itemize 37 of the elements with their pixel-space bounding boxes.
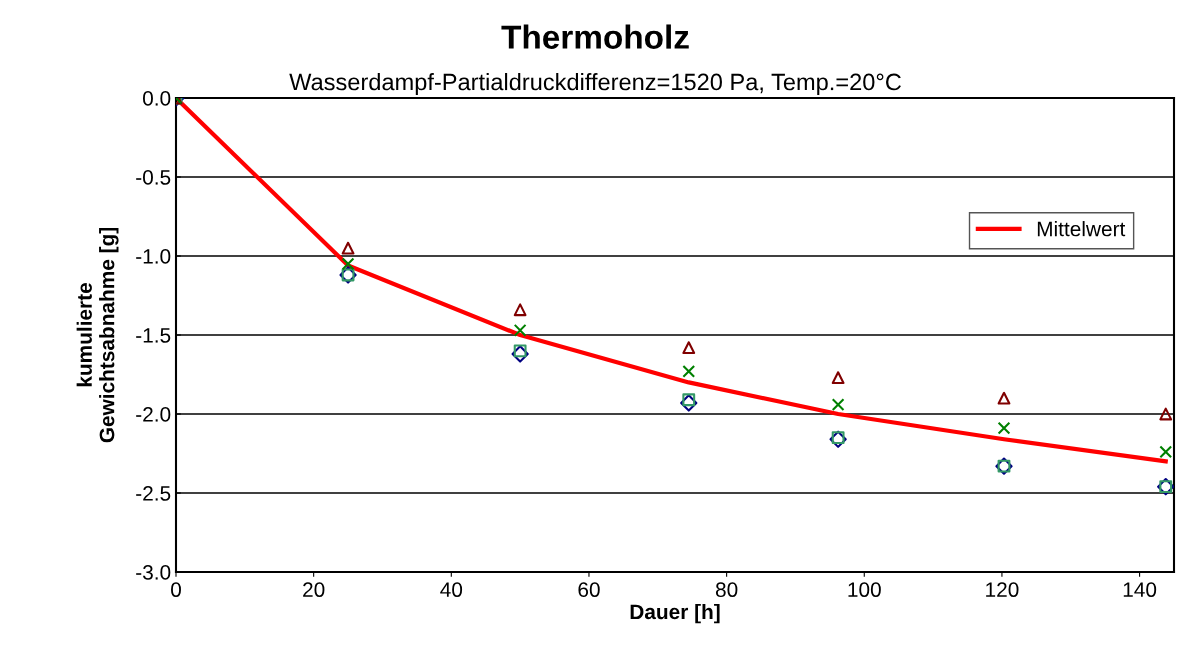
x-tick-label: 100 bbox=[848, 582, 881, 598]
x-tick-label: 80 bbox=[715, 582, 738, 598]
x-tick-label: 140 bbox=[1123, 582, 1157, 598]
point bbox=[513, 303, 527, 317]
x-tick-label: 60 bbox=[578, 582, 600, 598]
y-axis-title: kumulierte Gewichtsabnahme [g] bbox=[76, 227, 119, 443]
point bbox=[1159, 407, 1173, 421]
x-tick-label: 40 bbox=[440, 582, 463, 598]
x-tick-label: 20 bbox=[303, 582, 325, 598]
chart-subtitle: Wasserdampf-Partialdruckdifferenz=1520 Pa, Temp.=20°C bbox=[289, 73, 901, 95]
point bbox=[997, 391, 1011, 405]
point bbox=[831, 371, 845, 385]
y-tick-label: -2.0 bbox=[136, 407, 171, 422]
line-series bbox=[176, 98, 1168, 464]
x-axis-title: Dauer [h] bbox=[630, 603, 720, 624]
point bbox=[682, 341, 696, 355]
y-tick-label: -0.5 bbox=[136, 170, 171, 185]
chart-title: Thermoholz bbox=[501, 24, 689, 49]
y-tick-label: -1.0 bbox=[136, 249, 171, 264]
y-tick-label: -3.0 bbox=[136, 565, 171, 580]
point bbox=[513, 344, 527, 358]
y-tick-label: -2.5 bbox=[136, 486, 171, 501]
y-tick-label: 0.0 bbox=[142, 91, 171, 106]
y-tick-label: -1.5 bbox=[136, 328, 171, 343]
x-tick-label: 0 bbox=[171, 582, 181, 598]
point bbox=[1159, 445, 1173, 459]
legend-label: Mittelwert bbox=[1037, 221, 1126, 237]
point bbox=[682, 393, 696, 407]
point bbox=[997, 421, 1011, 435]
point bbox=[682, 364, 696, 378]
point bbox=[511, 345, 529, 363]
point bbox=[341, 241, 355, 255]
point bbox=[680, 394, 698, 412]
point bbox=[513, 323, 527, 337]
point bbox=[831, 398, 845, 411]
x-tick-label: 120 bbox=[986, 582, 1019, 598]
point bbox=[341, 257, 355, 271]
